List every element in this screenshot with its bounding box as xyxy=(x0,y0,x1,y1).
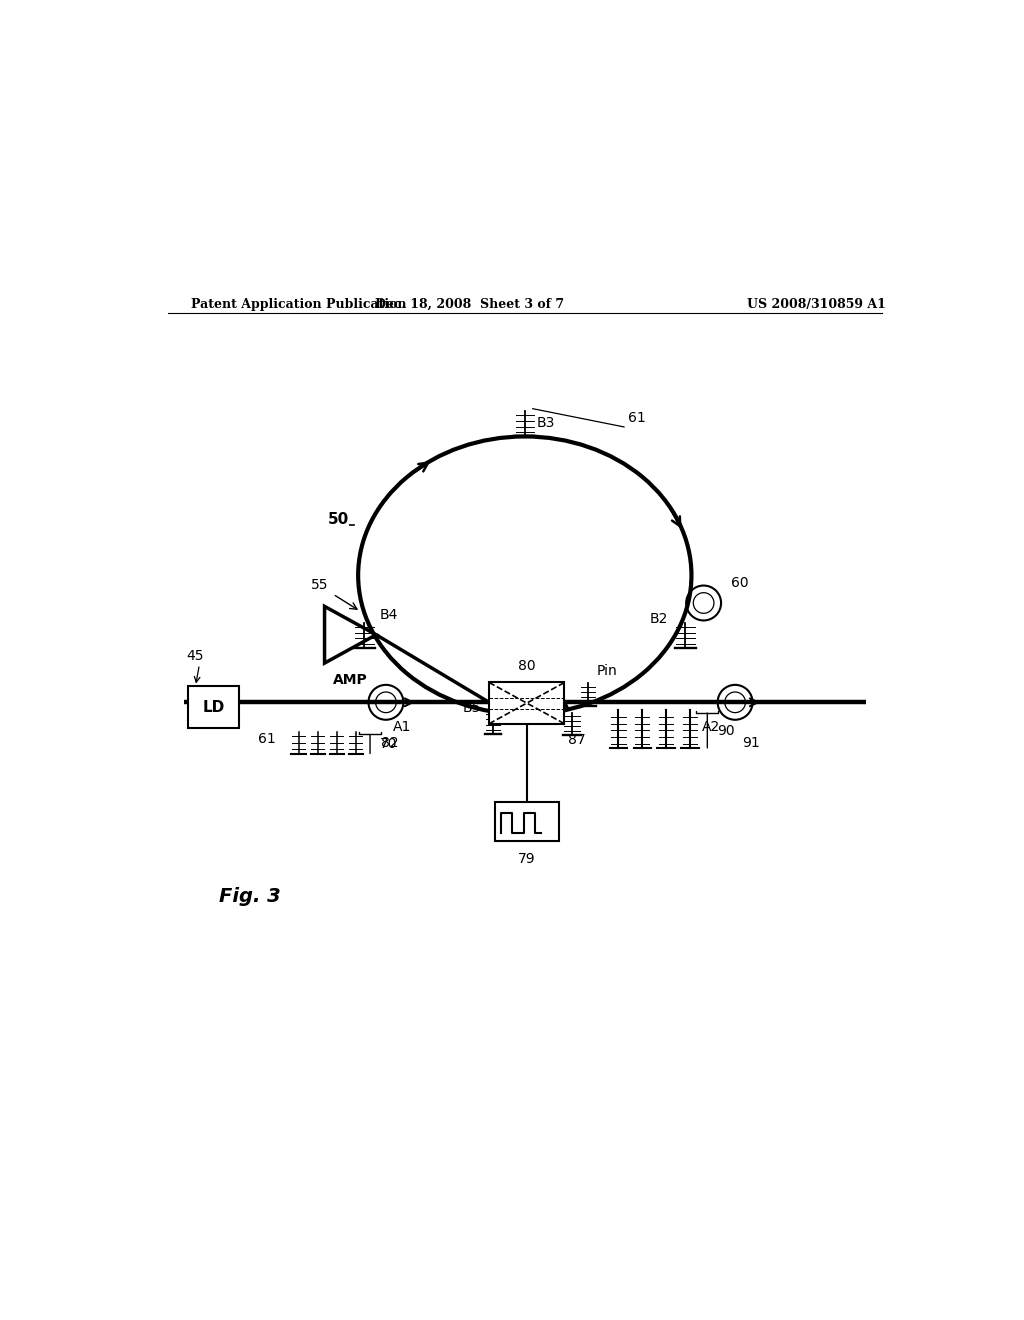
Text: Fig. 3: Fig. 3 xyxy=(219,887,281,907)
Text: B4: B4 xyxy=(380,609,398,622)
Bar xyxy=(187,686,239,727)
Text: B1: B1 xyxy=(514,694,532,709)
Text: 50: 50 xyxy=(328,512,349,527)
Text: 87: 87 xyxy=(568,734,586,747)
Bar xyxy=(489,682,564,723)
Text: Pin: Pin xyxy=(596,664,617,677)
Text: Dec. 18, 2008  Sheet 3 of 7: Dec. 18, 2008 Sheet 3 of 7 xyxy=(375,297,564,310)
Text: 79: 79 xyxy=(518,851,536,866)
Text: 70: 70 xyxy=(380,737,397,751)
Text: B5: B5 xyxy=(463,701,481,715)
Text: 61: 61 xyxy=(258,733,275,747)
Text: 45: 45 xyxy=(186,648,204,663)
Text: 90: 90 xyxy=(717,723,734,738)
Text: A2: A2 xyxy=(702,719,721,734)
Text: B2: B2 xyxy=(649,612,668,626)
Text: 80: 80 xyxy=(518,659,536,673)
Text: Pout: Pout xyxy=(497,684,527,698)
Text: US 2008/310859 A1: US 2008/310859 A1 xyxy=(748,297,886,310)
Text: 61: 61 xyxy=(628,411,646,425)
Text: B3: B3 xyxy=(537,416,555,430)
Text: LD: LD xyxy=(202,700,224,714)
Text: 82: 82 xyxy=(381,735,398,750)
Text: 91: 91 xyxy=(742,735,760,750)
Text: 60: 60 xyxy=(731,576,749,590)
Bar xyxy=(495,801,558,841)
Text: Patent Application Publication: Patent Application Publication xyxy=(191,297,407,310)
Text: 55: 55 xyxy=(311,578,329,591)
Text: AMP: AMP xyxy=(333,673,368,686)
Text: A1: A1 xyxy=(392,719,411,734)
